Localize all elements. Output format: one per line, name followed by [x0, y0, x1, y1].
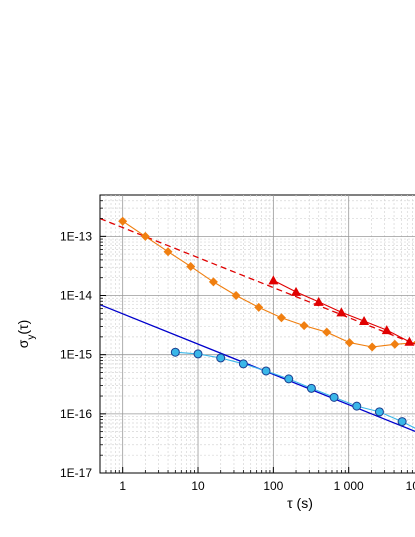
y-tick-label: 1E-16	[60, 407, 92, 421]
series-1-point	[186, 261, 196, 271]
series-1-point	[367, 342, 377, 352]
series-2-point	[268, 275, 279, 285]
series-1-point	[276, 313, 286, 323]
y-tick-label: 1E-15	[60, 348, 92, 362]
series-1-point	[118, 216, 128, 226]
x-tick-label: 1 000	[334, 479, 364, 493]
series-2-point	[404, 336, 415, 346]
series-2-point	[381, 325, 392, 335]
series-3-point	[329, 392, 339, 402]
series-2-point	[359, 316, 370, 326]
x-tick-label: 1	[119, 479, 126, 493]
data-series	[118, 216, 415, 429]
series-2-point	[336, 307, 347, 317]
series-2-point	[313, 296, 324, 306]
y-tick-label: 1E-17	[60, 466, 92, 480]
series-2-line	[273, 279, 415, 345]
series-1-point	[163, 247, 173, 257]
y-tick-label: 1E-13	[60, 229, 92, 243]
x-tick-label: 10	[191, 479, 205, 493]
series-1-point	[208, 277, 218, 287]
series-3-point	[261, 366, 271, 376]
series-3-point	[374, 407, 384, 417]
series-1-point	[254, 302, 264, 312]
series-3	[170, 347, 415, 429]
series-1-point	[322, 327, 332, 337]
series-3-point	[170, 347, 180, 357]
y-tick-label: 1E-14	[60, 289, 92, 303]
series-2	[268, 275, 415, 346]
series-3-point	[284, 374, 294, 384]
series-3-point	[216, 353, 226, 363]
major-grid	[100, 195, 415, 473]
series-3-point	[306, 383, 316, 393]
series-3-point	[352, 401, 362, 411]
series-2-point	[291, 286, 302, 296]
x-tick-label: 100	[263, 479, 283, 493]
series-3-point	[193, 349, 203, 359]
series-3-point	[238, 359, 248, 369]
axes: 1 10 100 1 000 10 000 1E-17 1E-16 1E-15 1E-14 1E-…	[60, 200, 415, 493]
series-1-point	[140, 231, 150, 241]
series-1-point	[390, 339, 400, 349]
series-1-point	[231, 291, 241, 301]
series-3-point	[397, 417, 407, 427]
series-1-point	[344, 338, 354, 348]
x-axis-title: τ (s)	[287, 495, 313, 511]
series-1-point	[299, 321, 309, 331]
x-tick-label: 10 000	[406, 479, 415, 493]
series-1	[118, 216, 415, 352]
plot-area	[99, 194, 415, 474]
